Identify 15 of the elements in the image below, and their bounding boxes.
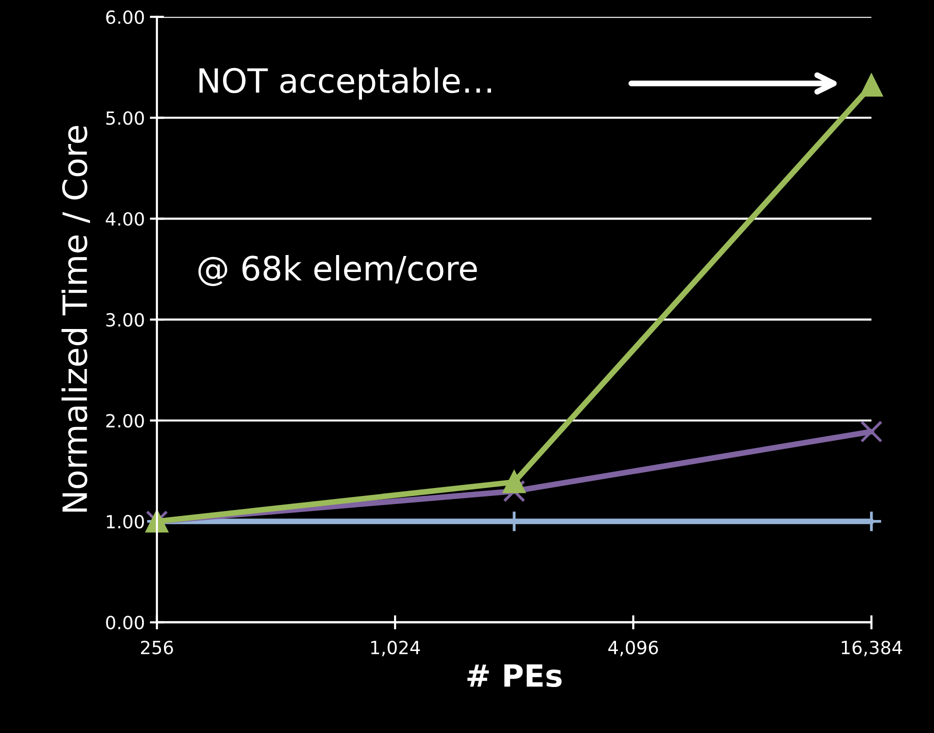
y-tick-label: 1.00	[106, 514, 144, 529]
y-tick-label: 5.00	[106, 111, 144, 125]
x-tick-label: 1,024	[371, 640, 420, 656]
y-tick-label: 2.00	[106, 414, 144, 428]
x-tick-label: 256	[141, 640, 174, 654]
x-tick-label: 4,096	[608, 640, 658, 656]
x-tick-label: 16,384	[842, 640, 902, 656]
x-axis-title: # PEs	[467, 664, 562, 688]
y-tick-label: 6.00	[106, 10, 144, 24]
annotation: @ 68k elem/core	[198, 255, 477, 286]
y-tick-label: 0.00	[106, 616, 144, 630]
y-axis-title: Normalized Time / Core	[62, 126, 90, 512]
y-tick-label: 4.00	[106, 212, 144, 226]
annotation: NOT acceptable…	[199, 67, 492, 100]
y-tick-label: 3.00	[106, 313, 144, 327]
